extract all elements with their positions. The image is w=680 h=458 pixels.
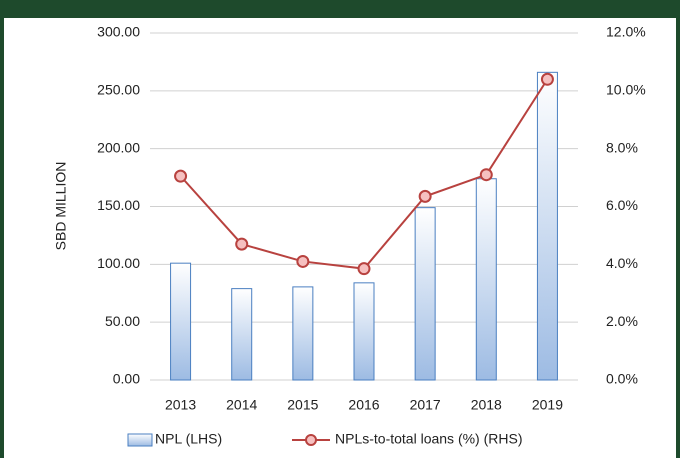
- header-band: [0, 0, 680, 18]
- x-tick-label: 2018: [471, 397, 502, 413]
- x-tick-label: 2013: [165, 397, 196, 413]
- y-tick-label: 50.00: [105, 313, 140, 329]
- y2-tick-label: 4.0%: [606, 255, 638, 271]
- marker: [296, 254, 310, 268]
- y2-tick-label: 8.0%: [606, 139, 638, 155]
- y-tick-label: 0.00: [113, 371, 140, 387]
- bar: [292, 286, 314, 381]
- x-tick-label: 2014: [226, 397, 257, 413]
- marker: [479, 168, 493, 182]
- y-tick-label: 150.00: [97, 197, 140, 213]
- legend-label: NPLs-to-total loans (%) (RHS): [335, 431, 523, 447]
- y-tick-label: 200.00: [97, 139, 140, 155]
- legend-label: NPL (LHS): [155, 431, 222, 447]
- y-tick-label: 250.00: [97, 82, 140, 98]
- legend-marker: [305, 434, 317, 446]
- frame-left: [0, 0, 4, 458]
- x-tick-label: 2015: [287, 397, 318, 413]
- marker: [357, 262, 371, 276]
- bar: [414, 207, 436, 381]
- x-tick-label: 2017: [410, 397, 441, 413]
- y-tick-label: 300.00: [97, 24, 140, 40]
- bar: [353, 282, 375, 381]
- y-axis-label: SBD MILLION: [53, 162, 69, 251]
- y2-tick-label: 10.0%: [606, 82, 646, 98]
- marker: [418, 189, 432, 203]
- y2-tick-label: 0.0%: [606, 371, 638, 387]
- marker: [235, 237, 249, 251]
- legend-swatch: [127, 433, 153, 447]
- y-tick-label: 100.00: [97, 255, 140, 271]
- bar: [170, 262, 192, 381]
- bar: [231, 288, 253, 381]
- x-tick-label: 2016: [348, 397, 379, 413]
- marker: [174, 169, 188, 183]
- y2-tick-label: 12.0%: [606, 24, 646, 40]
- bar: [475, 178, 497, 381]
- y2-tick-label: 6.0%: [606, 197, 638, 213]
- marker: [540, 72, 554, 86]
- x-tick-label: 2019: [532, 397, 563, 413]
- frame-right: [676, 0, 680, 458]
- bar: [536, 71, 558, 381]
- y2-tick-label: 2.0%: [606, 313, 638, 329]
